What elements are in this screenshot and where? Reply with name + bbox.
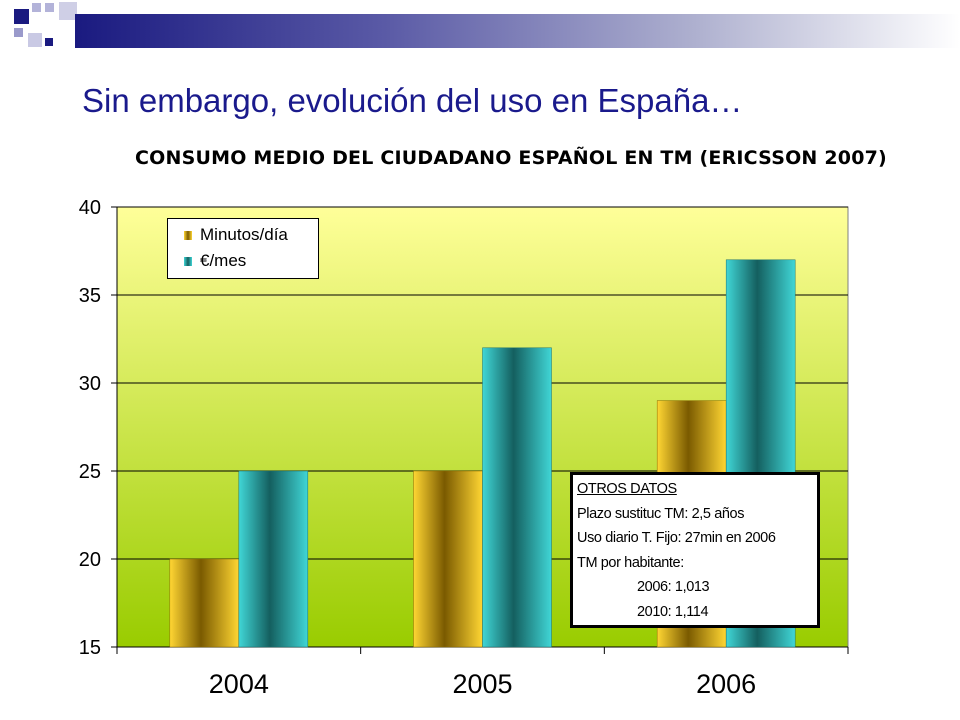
info-line-2010: 2010: 1,114 <box>637 603 709 620</box>
x-tick-label: 2006 <box>696 669 756 699</box>
corner-square-light-3 <box>59 2 77 20</box>
legend-label-euros: €/mes <box>200 251 247 270</box>
info-line-2006: 2006: 1,013 <box>637 579 710 595</box>
y-tick-label: 30 <box>79 373 101 395</box>
info-line-plazo: Plazo sustituc TM: 2,5 años <box>577 505 745 522</box>
info-box-title: OTROS DATOS <box>577 481 677 497</box>
corner-square-light-1 <box>32 3 41 12</box>
header-band <box>75 14 960 48</box>
legend-item-minutes: Minutos/día <box>184 225 288 245</box>
chart-legend: Minutos/día €/mes <box>167 218 319 279</box>
bar-euros-2005 <box>482 347 552 648</box>
corner-square-navy-3 <box>28 33 42 47</box>
y-tick-label: 40 <box>79 197 101 219</box>
legend-item-euros: €/mes <box>184 251 246 271</box>
bar-minutos-2005 <box>413 470 483 648</box>
legend-swatch-minutes <box>184 231 192 241</box>
slide-title: Sin embargo, evolución del uso en España… <box>82 82 743 119</box>
bar-euros-2004 <box>238 470 309 648</box>
bar-minutos-2004 <box>169 558 240 648</box>
corner-square-navy-1 <box>14 9 29 24</box>
legend-swatch-euros <box>184 257 192 267</box>
otros-datos-box: OTROS DATOS Plazo sustituc TM: 2,5 años … <box>570 472 820 628</box>
legend-label-minutes: Minutos/día <box>200 225 288 244</box>
y-tick-label: 15 <box>79 637 101 659</box>
corner-square-light-2 <box>45 3 54 12</box>
chart-title: CONSUMO MEDIO DEL CIUDADANO ESPAÑOL EN T… <box>135 147 887 169</box>
info-line-tm-habitante: TM por habitante: <box>577 554 684 571</box>
y-tick-label: 25 <box>79 461 101 483</box>
x-tick-label: 2005 <box>452 669 512 699</box>
info-line-uso-diario: Uso diario T. Fijo: 27min en 2006 <box>577 530 776 546</box>
x-tick-label: 2004 <box>209 669 269 699</box>
y-tick-label: 35 <box>79 285 101 307</box>
corner-square-navy-2 <box>14 28 23 37</box>
corner-square-light-4 <box>45 38 53 46</box>
y-tick-label: 20 <box>79 549 101 571</box>
